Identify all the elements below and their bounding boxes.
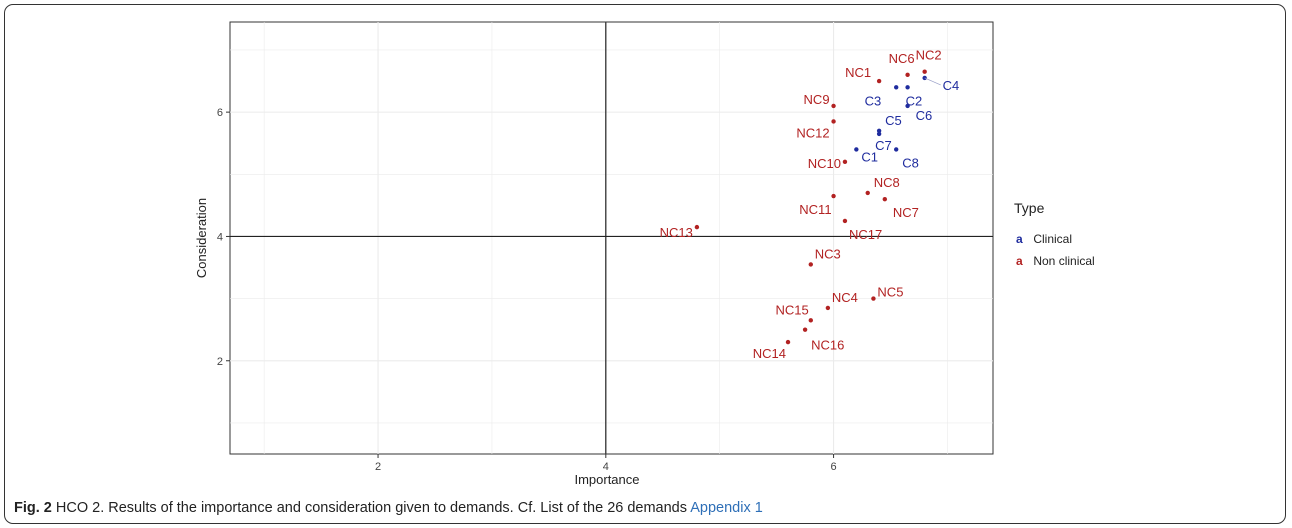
leader-line-c4 bbox=[924, 77, 941, 86]
point-label-nc15: NC15 bbox=[776, 302, 809, 317]
point-label-nc12: NC12 bbox=[796, 125, 829, 140]
point-label-nc4: NC4 bbox=[832, 290, 858, 305]
point-label-c6: C6 bbox=[916, 108, 933, 123]
legend-item-nonclinical: a Non clinical bbox=[1016, 254, 1095, 268]
point-nc5 bbox=[871, 296, 876, 301]
point-label-nc16: NC16 bbox=[811, 338, 844, 353]
point-label-c8: C8 bbox=[902, 155, 919, 170]
point-label-nc7: NC7 bbox=[893, 205, 919, 220]
caption-fig-label: Fig. 2 bbox=[14, 500, 52, 516]
caption-appendix-link[interactable]: Appendix 1 bbox=[690, 500, 763, 516]
point-nc16 bbox=[802, 327, 808, 332]
point-label-c2: C2 bbox=[906, 93, 923, 108]
y-axis-label: Consideration bbox=[194, 198, 209, 278]
point-label-nc9: NC9 bbox=[804, 92, 830, 107]
point-label-c4: C4 bbox=[943, 78, 960, 93]
point-nc14 bbox=[785, 339, 791, 345]
point-c2 bbox=[905, 85, 910, 90]
point-label-nc3: NC3 bbox=[815, 246, 841, 261]
x-tick-label: 6 bbox=[831, 461, 837, 473]
caption-text: HCO 2. Results of the importance and con… bbox=[51, 500, 691, 516]
point-label-c5: C5 bbox=[885, 113, 902, 128]
point-nc12 bbox=[831, 119, 836, 124]
axis-labels: Importance Consideration bbox=[194, 198, 640, 487]
point-c8 bbox=[894, 147, 899, 152]
point-label-c1: C1 bbox=[861, 149, 878, 164]
point-label-nc6: NC6 bbox=[889, 51, 915, 66]
y-tick-label: 2 bbox=[217, 356, 223, 368]
legend-label-clinical: Clinical bbox=[1033, 232, 1073, 246]
point-label-nc10: NC10 bbox=[808, 156, 841, 171]
x-axis-label: Importance bbox=[574, 472, 639, 487]
figure-caption: Fig. 2 HCO 2. Results of the importance … bbox=[14, 500, 763, 516]
point-nc11 bbox=[831, 193, 836, 199]
figure-frame bbox=[4, 4, 1286, 524]
y-tick-label: 6 bbox=[217, 107, 223, 119]
data-points: C1 C2 C3 C4 C5 C6 C7 C8 NC1 NC2 NC3 NC4 NC5 NC6 NC7 NC8… bbox=[660, 48, 960, 361]
point-label-nc13: NC13 bbox=[660, 225, 693, 240]
x-tick-label: 4 bbox=[603, 461, 609, 473]
point-label-c7: C7 bbox=[875, 138, 892, 153]
legend-title: Type bbox=[1014, 200, 1045, 216]
point-nc15 bbox=[808, 318, 813, 323]
point-nc7 bbox=[882, 196, 888, 202]
legend-item-clinical: a Clinical bbox=[1016, 232, 1072, 246]
axis-ticks: 2 4 6 2 4 6 bbox=[217, 107, 837, 473]
point-c7 bbox=[876, 131, 882, 137]
point-label-nc2: NC2 bbox=[916, 48, 942, 63]
legend-key-nonclinical: a bbox=[1016, 254, 1023, 268]
point-c6 bbox=[905, 103, 910, 109]
point-nc1 bbox=[876, 78, 882, 84]
point-label-nc8: NC8 bbox=[874, 175, 900, 190]
point-label-nc17: NC17 bbox=[849, 227, 882, 242]
point-nc6 bbox=[905, 72, 910, 78]
point-nc3 bbox=[808, 262, 813, 267]
point-c5 bbox=[876, 128, 882, 133]
point-nc4 bbox=[825, 305, 831, 311]
point-label-nc1: NC1 bbox=[845, 65, 871, 80]
point-label-c3: C3 bbox=[865, 93, 882, 108]
plot-panel bbox=[229, 21, 994, 455]
legend-key-clinical: a bbox=[1016, 232, 1023, 246]
point-nc9 bbox=[831, 103, 836, 109]
point-nc10 bbox=[842, 159, 848, 165]
x-tick-label: 2 bbox=[375, 461, 381, 473]
point-label-nc11: NC11 bbox=[799, 202, 831, 217]
point-nc17 bbox=[842, 218, 848, 224]
point-c1 bbox=[854, 147, 859, 152]
y-tick-label: 4 bbox=[217, 231, 223, 243]
point-label-nc14: NC14 bbox=[753, 346, 786, 361]
point-label-nc5: NC5 bbox=[877, 285, 903, 300]
point-nc8 bbox=[865, 190, 870, 196]
point-c3 bbox=[894, 85, 899, 90]
point-nc2 bbox=[922, 69, 927, 74]
legend-label-nonclinical: Non clinical bbox=[1033, 254, 1095, 268]
point-nc13 bbox=[694, 224, 700, 230]
reference-lines bbox=[230, 22, 993, 454]
